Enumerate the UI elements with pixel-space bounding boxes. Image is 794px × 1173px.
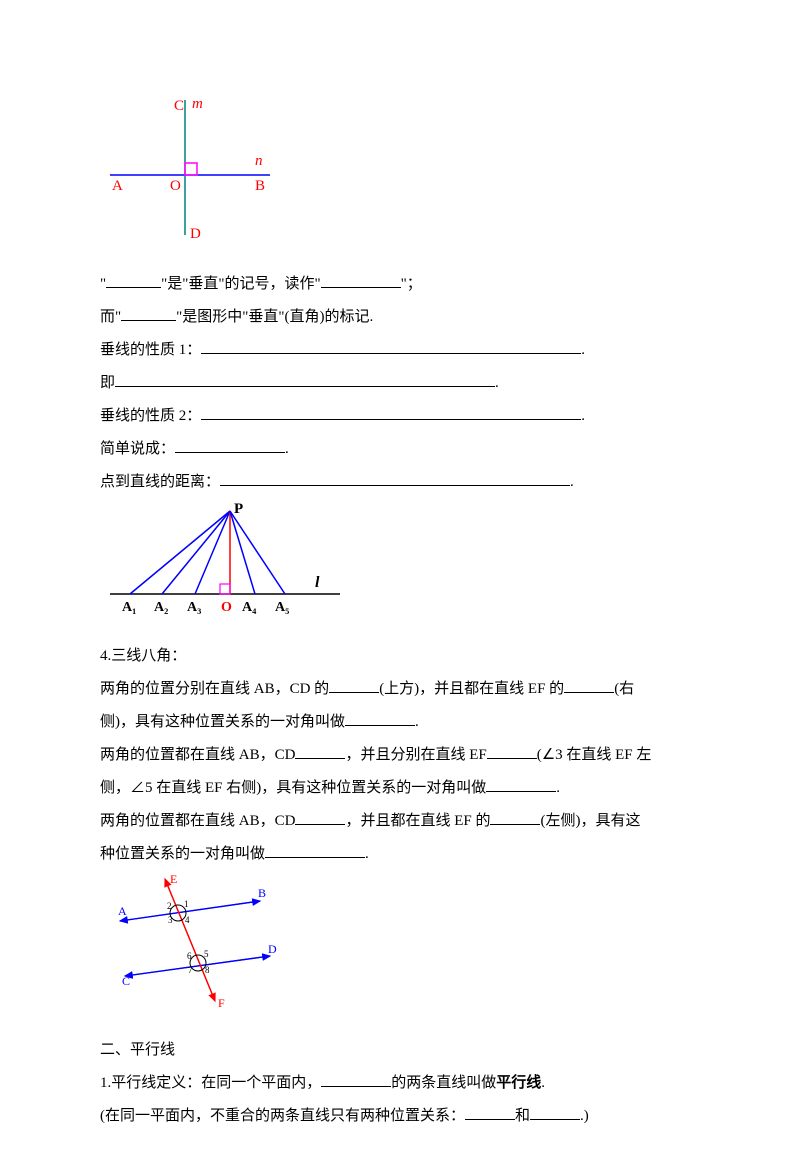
ang5: 5 <box>204 949 209 959</box>
line-symbol-read: ""是"垂直"的记号，读作""； <box>100 268 694 301</box>
blank <box>175 437 285 453</box>
label-P: P <box>234 501 243 517</box>
label-B3: B <box>258 886 266 900</box>
blank <box>564 677 614 693</box>
blank <box>201 338 581 354</box>
label-C3: C <box>122 974 130 988</box>
line-symbol-mark: 而""是图形中"垂直"(直角)的标记. <box>100 301 694 334</box>
diagram-perpendicular: C m n A O B D <box>100 90 694 258</box>
blank <box>321 1071 391 1087</box>
perpendicular-svg: C m n A O B D <box>100 90 290 245</box>
line-alt1: 两角的位置都在直线 AB，CD，并且分别在直线 EF(∠3 在直线 EF 左 <box>100 739 694 772</box>
label-A3: A₃ <box>187 600 201 615</box>
line-coint1: 两角的位置都在直线 AB，CD，并且都在直线 EF 的(左侧)，具有这 <box>100 805 694 838</box>
heading-parallel: 二、平行线 <box>100 1034 694 1067</box>
ang7: 7 <box>188 965 193 975</box>
label-B: B <box>255 178 265 194</box>
blank <box>486 776 556 792</box>
ang1: 1 <box>184 899 189 909</box>
label-A2: A₂ <box>154 600 168 615</box>
ang6: 6 <box>187 951 192 961</box>
blank <box>201 404 581 420</box>
label-n: n <box>255 153 263 169</box>
label-A1: A₁ <box>122 600 136 615</box>
label-D3: D <box>268 942 277 956</box>
blank <box>106 272 161 288</box>
line-prop2: 垂线的性质 2：. <box>100 400 694 433</box>
label-A4: A₄ <box>242 600 257 615</box>
blank <box>487 743 537 759</box>
label-O: O <box>170 178 181 194</box>
blank <box>345 710 415 726</box>
blank <box>121 305 176 321</box>
line-distance: 点到直线的距离：. <box>100 466 694 499</box>
label-F: F <box>218 996 225 1010</box>
ang2: 2 <box>167 901 172 911</box>
line-parallel-def: 1.平行线定义：在同一个平面内，的两条直线叫做平行线. <box>100 1067 694 1100</box>
blank <box>295 743 345 759</box>
ang8: 8 <box>205 965 210 975</box>
line-prop1: 垂线的性质 1：. <box>100 334 694 367</box>
ang4: 4 <box>185 915 190 925</box>
blank <box>115 371 495 387</box>
point-line-svg: P A₁ A₂ A₃ O A₄ A₅ l <box>100 499 350 617</box>
heading-sanxian: 4.三线八角： <box>100 640 694 673</box>
label-D: D <box>190 226 201 242</box>
line-ji: 即. <box>100 367 694 400</box>
ang3: 3 <box>168 915 173 925</box>
label-A: A <box>112 178 123 194</box>
line-coint2: 种位置关系的一对角叫做. <box>100 838 694 871</box>
label-A5: A₅ <box>275 600 289 615</box>
line-corresp2: 侧)，具有这种位置关系的一对角叫做. <box>100 706 694 739</box>
blank <box>329 677 379 693</box>
label-E: E <box>170 872 177 886</box>
blank <box>530 1104 580 1120</box>
line-alt2: 侧，∠5 在直线 EF 右侧)，具有这种位置关系的一对角叫做. <box>100 772 694 805</box>
blank <box>465 1104 515 1120</box>
line-simple: 简单说成：. <box>100 433 694 466</box>
diagram-point-to-line: P A₁ A₂ A₃ O A₄ A₅ l <box>100 499 694 630</box>
label-O2: O <box>221 600 232 615</box>
line-corresp1: 两角的位置分别在直线 AB，CD 的(上方)，并且都在直线 EF 的(右 <box>100 673 694 706</box>
blank <box>220 470 570 486</box>
blank <box>265 842 365 858</box>
line-parallel-note: (在同一平面内，不重合的两条直线只有两种位置关系：和.) <box>100 1100 694 1133</box>
blank <box>490 809 540 825</box>
label-m: m <box>192 96 203 112</box>
label-l: l <box>315 574 320 591</box>
label-A3: A <box>118 904 127 918</box>
transversal-svg: E A B C D F 1 2 3 4 5 6 7 8 <box>100 871 300 1011</box>
page-content: C m n A O B D ""是"垂直"的记号，读作""； 而""是图形中"垂… <box>0 0 794 1173</box>
blank <box>321 272 401 288</box>
blank <box>295 809 345 825</box>
diagram-transversal: E A B C D F 1 2 3 4 5 6 7 8 <box>100 871 694 1024</box>
label-C: C <box>174 98 184 114</box>
